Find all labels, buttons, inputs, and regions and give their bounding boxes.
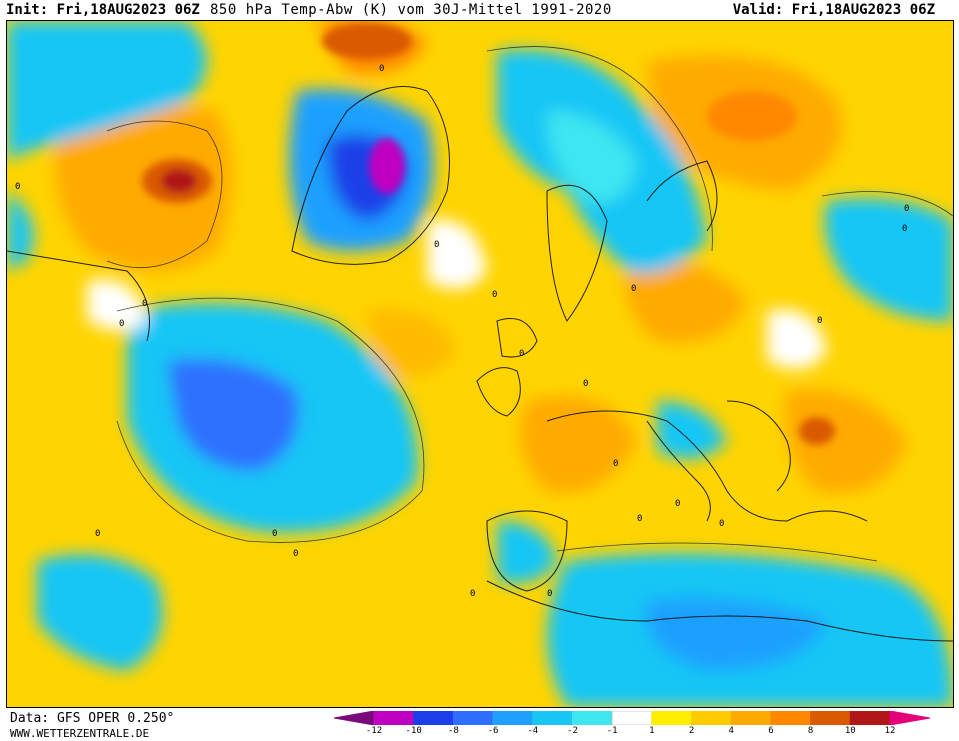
legend-label: -12 (365, 726, 383, 736)
legend-swatch (452, 711, 494, 725)
legend-swatch (413, 711, 454, 725)
legend-swatch (532, 711, 573, 725)
legend-label: -1 (606, 726, 618, 736)
legend-swatch (611, 711, 653, 725)
map-header: Init: Fri,18AUG2023 06Z 850 hPa Temp-Abw… (0, 0, 959, 20)
contour-label: 0 (272, 529, 277, 539)
legend-swatch (691, 711, 732, 725)
legend-label: -10 (405, 726, 422, 736)
contour-label: 0 (547, 589, 552, 599)
contour-label: 0 (904, 204, 909, 214)
contour-label: 0 (613, 459, 618, 469)
legend-swatch (492, 711, 534, 725)
valid-time: Valid: Fri,18AUG2023 06Z (732, 2, 935, 18)
legend-label: -8 (447, 726, 459, 736)
legend-label: 2 (688, 726, 695, 736)
data-source: Data: GFS OPER 0.250° (10, 711, 175, 726)
legend-swatch (571, 711, 613, 725)
contour-label: 0 (15, 182, 20, 192)
legend-label: -6 (487, 726, 499, 736)
legend-label: -4 (527, 726, 539, 736)
contour-label: 0 (434, 240, 439, 250)
legend-label: 12 (884, 726, 896, 736)
legend-swatch (651, 711, 693, 725)
legend-label: 10 (844, 726, 856, 736)
legend-labels: -12 -10 -8 -6 -4 -2 -1 1 2 4 6 8 10 12 (334, 726, 934, 740)
legend-swatch (849, 711, 891, 725)
legend-label: 8 (807, 726, 814, 736)
contour-label: 0 (492, 290, 497, 300)
contour-label: 0 (719, 519, 724, 529)
legend-label: 4 (728, 726, 734, 736)
contour-label: 0 (631, 284, 636, 294)
legend-swatch (770, 711, 812, 725)
zero-contours (106, 46, 953, 562)
contour-label: 0 (119, 319, 124, 329)
legend-swatch (334, 711, 375, 725)
color-legend (334, 711, 930, 725)
legend-swatch (889, 711, 930, 725)
legend-label: -2 (567, 726, 578, 736)
map-svg: 0 0 0 0 0 0 0 0 0 0 0 0 0 0 0 0 0 0 0 0 … (7, 21, 953, 707)
legend-swatch (810, 711, 851, 725)
contour-label: 0 (637, 514, 642, 524)
legend-label: 6 (768, 726, 774, 736)
coastlines (7, 86, 953, 642)
contour-label: 0 (817, 316, 822, 326)
legend-label: 1 (649, 726, 655, 736)
contour-label: 0 (902, 224, 907, 234)
contour-label: 0 (583, 379, 588, 389)
contour-label: 0 (470, 589, 475, 599)
contour-label: 0 (293, 549, 298, 559)
contour-label: 0 (142, 299, 147, 309)
website-label: WWW.WETTERZENTRALE.DE (10, 727, 150, 740)
init-time: Init: Fri,18AUG2023 06Z (6, 2, 200, 18)
contour-label: 0 (519, 349, 524, 359)
contour-label: 0 (675, 499, 680, 509)
anomaly-map: 0 0 0 0 0 0 0 0 0 0 0 0 0 0 0 0 0 0 0 0 … (6, 20, 954, 708)
legend-swatch (730, 711, 772, 725)
contour-label: 0 (379, 64, 384, 74)
contour-label: 0 (95, 529, 100, 539)
legend-swatch (373, 711, 415, 725)
map-title: 850 hPa Temp-Abw (K) vom 30J-Mittel 1991… (210, 2, 612, 18)
